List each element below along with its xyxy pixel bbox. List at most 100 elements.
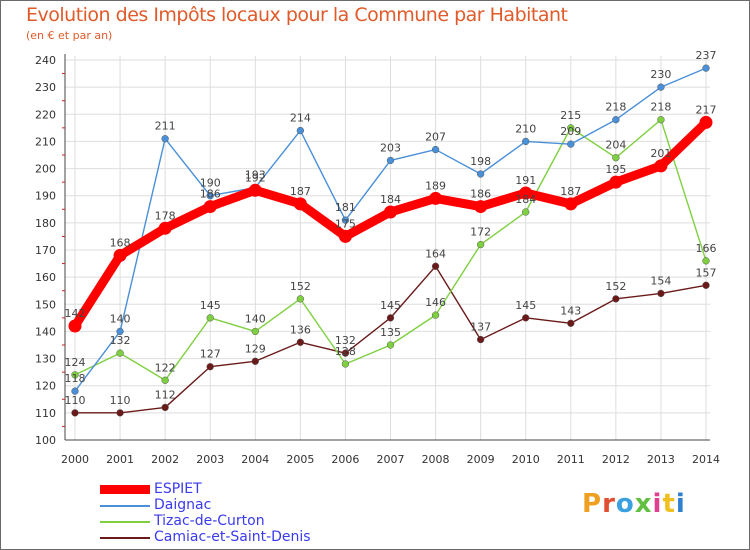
series-4-point [116,409,124,417]
series-4-point [206,363,214,371]
series-4-point [161,403,169,412]
data-label: 214 [290,112,311,125]
data-label: 152 [605,280,626,293]
data-label: 178 [155,209,176,222]
series-3-point [206,314,214,322]
legend-swatch [100,537,150,539]
data-label: 204 [605,139,626,152]
series-1-point [564,197,578,211]
series-2-point [161,135,169,143]
data-label: 145 [380,299,401,312]
x-tick-label: 2004 [241,453,269,466]
y-tick-label: 190 [35,190,56,203]
series-4-point [567,319,575,327]
data-label: 140 [110,312,131,325]
logo-letter: x [634,489,653,519]
series-1-point [293,197,307,211]
legend-swatch [100,485,150,494]
series-3-point [251,327,259,336]
data-label: 152 [290,280,311,293]
y-tick-label: 210 [35,135,56,148]
legend-label: Daignac [154,497,212,513]
series-4-point [522,314,530,322]
series-3-point [161,376,169,384]
data-label: 186 [200,188,221,201]
series-4-point [612,295,620,303]
logo-letter: i [652,489,663,519]
data-label: 128 [335,345,356,358]
series-3-point [657,116,665,124]
series-4-point [657,289,665,298]
data-label: 175 [335,217,356,230]
x-tick-label: 2005 [286,453,314,466]
series-1-point [609,175,623,189]
logo-letter: r [602,489,616,519]
data-label: 124 [65,356,86,369]
data-label: 186 [470,188,491,201]
data-label: 181 [335,201,356,214]
data-label: 218 [650,101,671,114]
y-tick-label: 160 [35,271,56,284]
y-tick-label: 120 [35,380,56,393]
series-2-point [206,192,214,200]
data-label: 187 [290,185,311,198]
series-2-point [476,170,485,178]
series-2-point [657,83,665,91]
data-label: 217 [696,103,717,116]
legend-label: Camiac-et-Saint-Denis [154,529,311,545]
x-tick-label: 2013 [647,453,675,466]
series-2-point [116,327,124,336]
series-4-point [431,262,440,270]
data-label: 154 [650,274,671,287]
series-2-point [296,126,305,135]
data-label: 211 [155,120,176,133]
data-label: 168 [110,236,131,249]
data-label: 164 [425,247,446,260]
series-3-point [296,295,305,303]
data-label: 112 [155,388,176,401]
y-tick-label: 240 [35,54,56,67]
y-tick-label: 130 [35,353,56,366]
series-2-point [431,145,440,154]
data-label: 191 [515,174,536,187]
data-label: 189 [425,179,446,192]
y-tick-label: 180 [35,217,56,230]
logo-letter: o [615,489,635,519]
chart-title: Evolution des Impôts locaux pour la Comm… [26,4,568,26]
data-label: 184 [515,193,536,206]
data-label: 203 [380,141,401,154]
series-1-point [474,200,488,214]
data-label: 136 [290,323,311,336]
series-1-point [699,115,713,129]
series-1-point [338,229,352,243]
data-label: 132 [335,334,356,347]
y-tick-label: 100 [35,434,56,447]
series-4-point [296,338,305,346]
data-label: 215 [560,109,581,122]
series-1-point [654,159,668,173]
data-label: 142 [65,307,86,320]
series-3-point [522,208,530,216]
series-1-point [158,221,172,235]
legend-swatch [100,521,150,523]
data-label: 146 [425,296,446,309]
series-2-point [522,137,530,146]
data-label: 129 [245,342,266,355]
data-label: 135 [380,326,401,339]
series-3-point [116,349,124,357]
data-label: 207 [425,131,446,144]
series-4-point [71,409,79,417]
series-1-point [68,319,82,333]
data-label: 110 [65,394,86,407]
data-label: 230 [650,68,671,81]
data-label: 209 [560,125,581,138]
legend-swatch [100,505,150,507]
data-label: 218 [605,101,626,114]
series-2-point [567,140,575,148]
x-tick-label: 2014 [692,453,720,466]
series-3-point [431,311,440,319]
series-3-point [702,257,710,265]
logo-letter: i [675,489,686,519]
data-label: 237 [696,49,717,62]
